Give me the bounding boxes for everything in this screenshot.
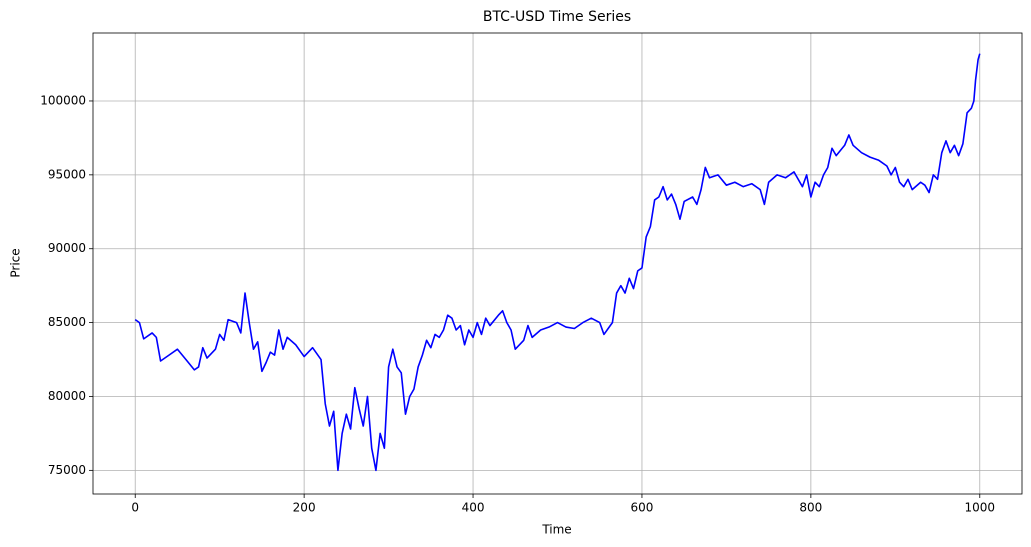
x-tick-label: 800	[799, 501, 822, 515]
y-tick-label: 90000	[48, 241, 86, 255]
x-tick-label: 0	[131, 501, 139, 515]
y-tick-label: 100000	[40, 93, 86, 107]
x-tick-label: 400	[462, 501, 485, 515]
axes-frame	[92, 32, 1023, 495]
y-tick-label: 75000	[48, 463, 86, 477]
x-tick-label: 200	[293, 501, 316, 515]
plot-area	[134, 53, 981, 472]
y-tick-label: 95000	[48, 167, 86, 181]
x-tick-label: 600	[631, 501, 654, 515]
chart-title: BTC-USD Time Series	[483, 9, 631, 25]
x-axis-label: Time	[541, 523, 571, 537]
grid	[93, 33, 1022, 494]
y-tick-label: 80000	[48, 389, 86, 403]
y-axis-label: Price	[9, 248, 23, 277]
y-tick-label: 85000	[48, 315, 86, 329]
x-tick-label: 1000	[964, 501, 995, 515]
price-line	[134, 53, 981, 472]
